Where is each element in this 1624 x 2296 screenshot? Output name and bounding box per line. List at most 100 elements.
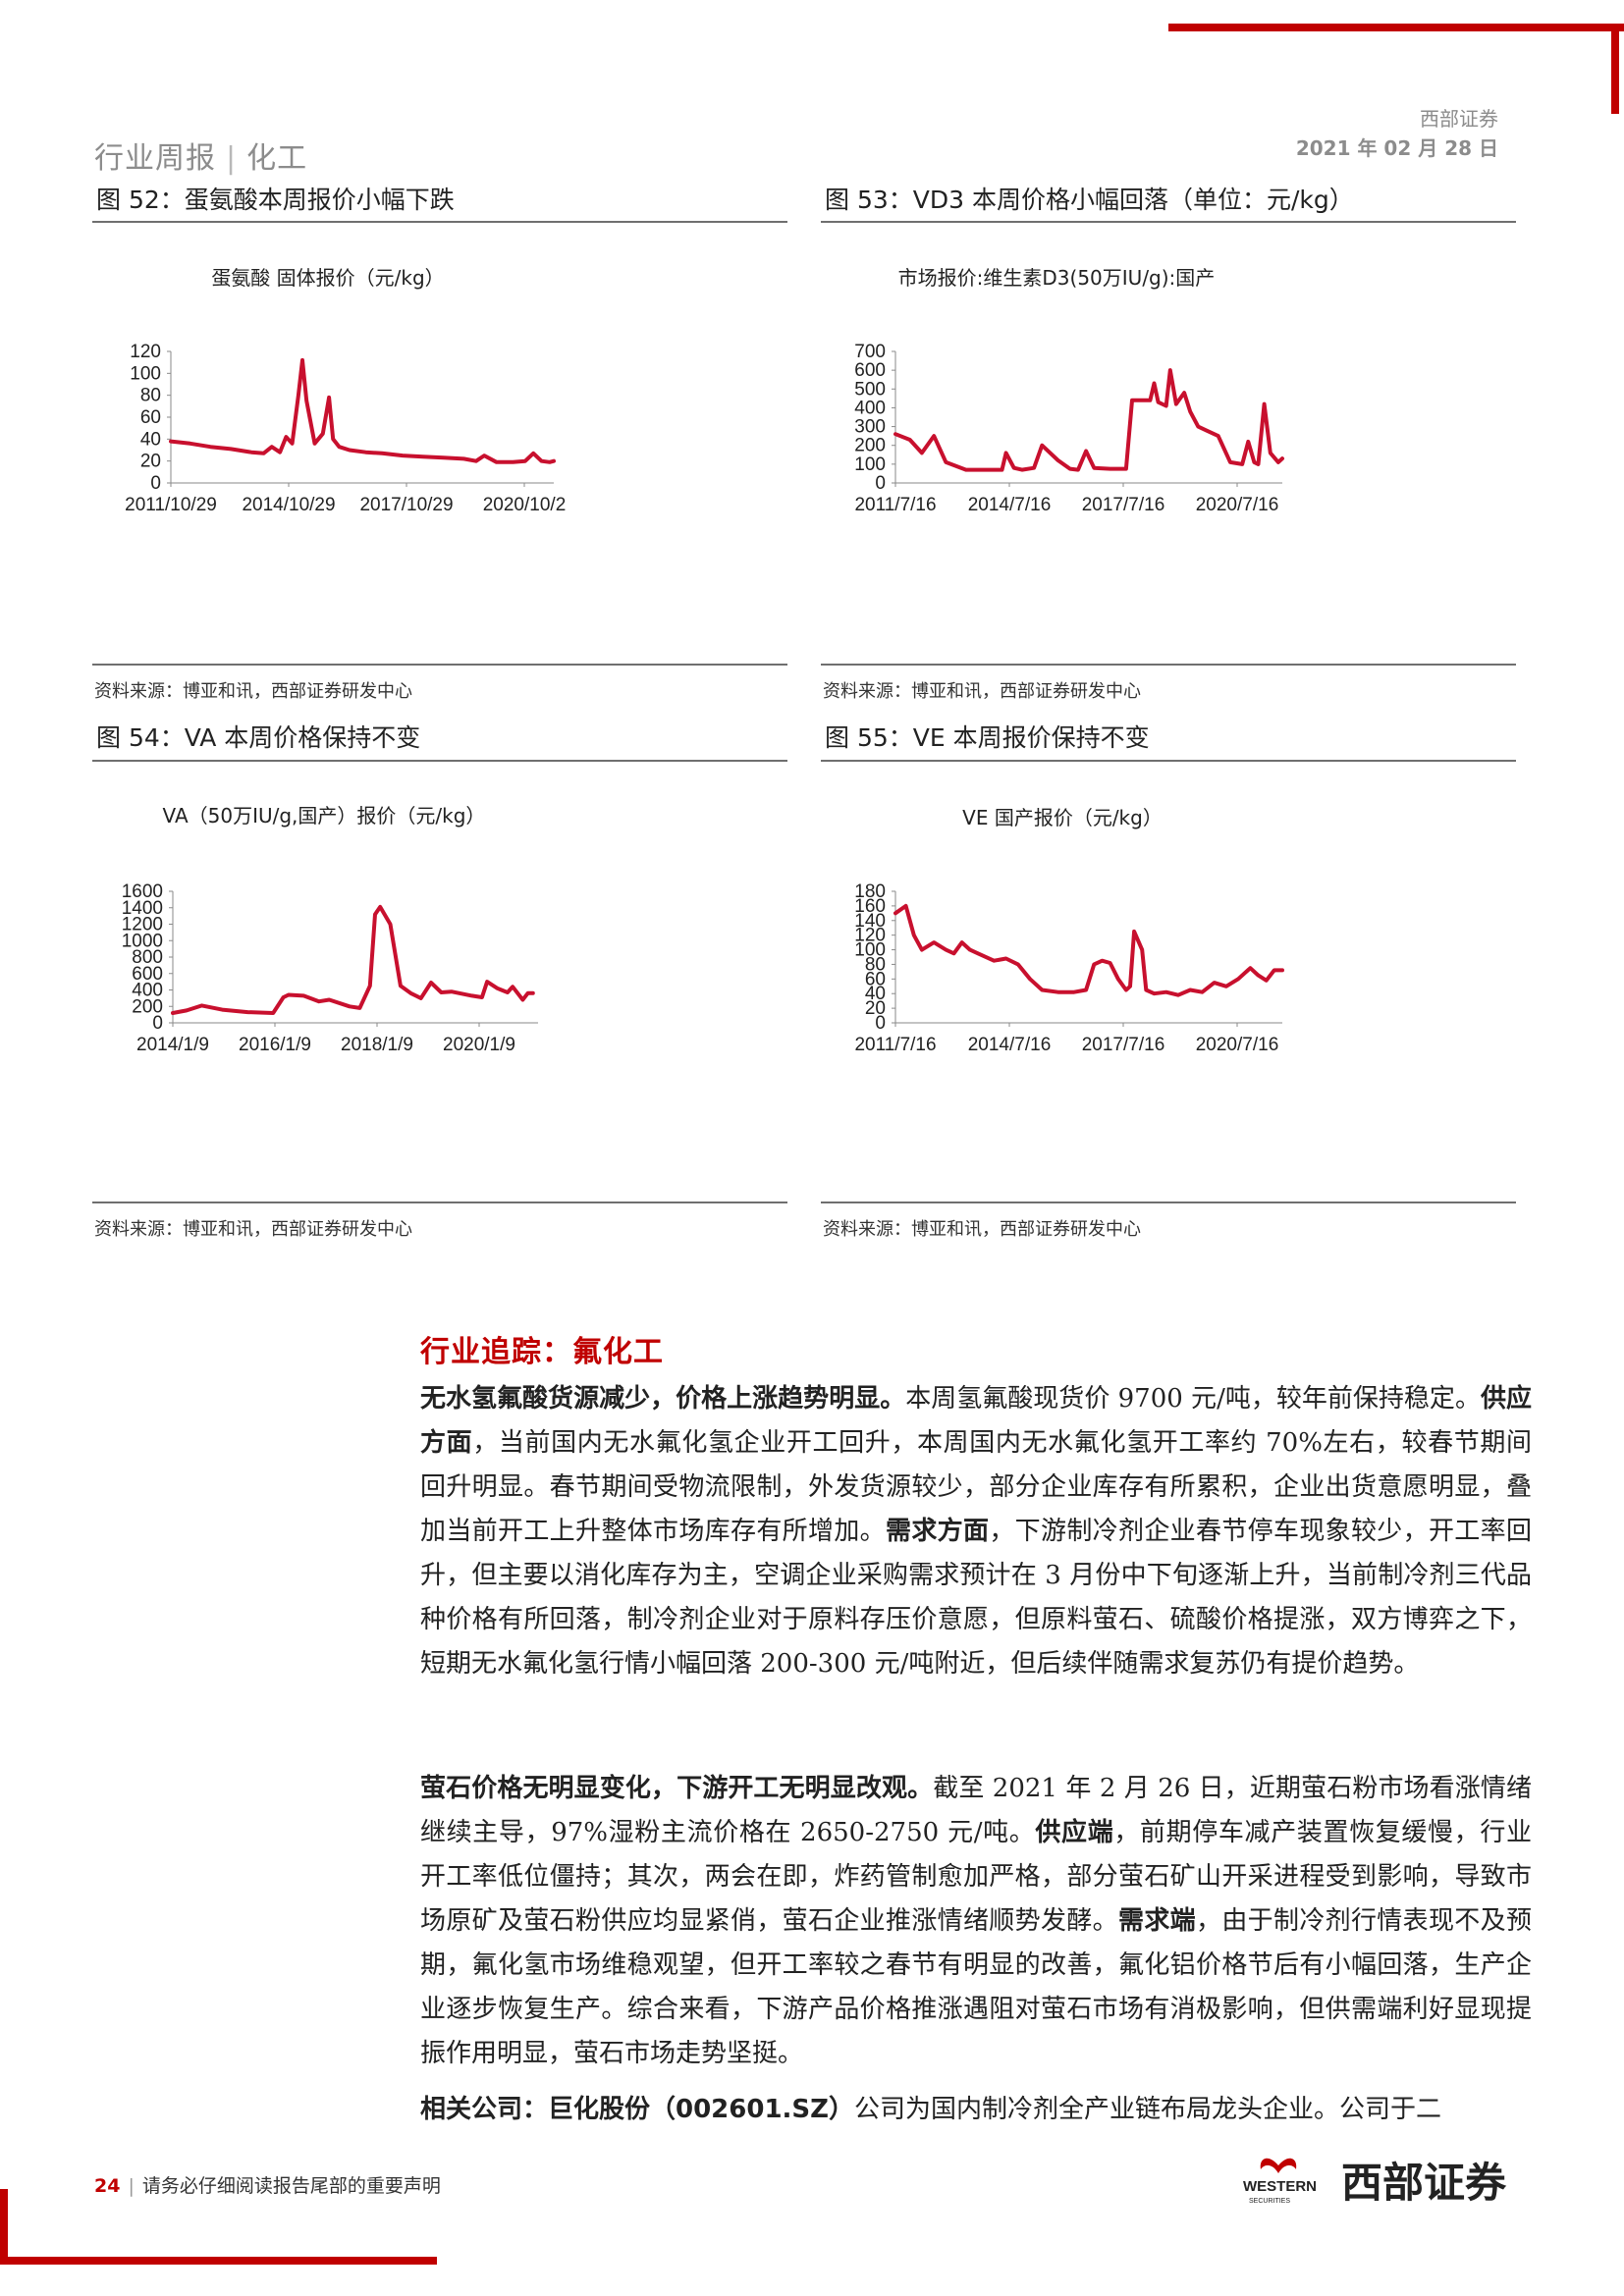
x-tick-label: 2020/10/2: [483, 495, 567, 515]
logo-graphic: WESTERN SECURITIES 西部证券: [1243, 2158, 1507, 2207]
figure-53-top-rule: [821, 221, 1516, 223]
x-tick-label: 2011/7/16: [854, 1035, 936, 1055]
y-tick-label: 140: [854, 911, 886, 932]
series-line: [893, 903, 1284, 997]
report-section-label: 行业周报 | 化工: [94, 133, 307, 177]
figure-54-caption: 图 54：VA 本周价格保持不变: [96, 723, 421, 752]
y-tick-label: 100: [854, 454, 886, 475]
figure-55-bottom-rule: [821, 1201, 1516, 1203]
y-tick-label: 40: [140, 429, 161, 450]
p1-s1: 截至 2021 年 2 月 26 日，近期萤石粉市场看涨情绪继续主导，97%湿粉…: [420, 1774, 1532, 1847]
paragraph-fluorite: 萤石价格无明显变化，下游开工无明显改观。截至 2021 年 2 月 26 日，近…: [420, 1767, 1532, 2076]
y-tick-label: 120: [130, 342, 161, 362]
p1-s5: ，由于制冷剂行情表现不及预期，氟化氢市场维稳观望，但开工率较之春节有明显的改善，…: [420, 1906, 1532, 2068]
p0-s5: ，下游制冷剂企业春节停车现象较少，开工率回升，但主要以消化库存为主，空调企业采购…: [420, 1517, 1532, 1679]
p0-s1: 本周氢氟酸现货价 9700 元/吨，较年前保持稳定。: [905, 1384, 1481, 1414]
footer-notice: 请务必仔细阅读报告尾部的重要声明: [141, 2175, 441, 2197]
figure-55-caption: 图 55：VE 本周报价保持不变: [825, 723, 1150, 752]
section-title: 行业追踪：氟化工: [420, 1335, 664, 1369]
top-right-rule-h: [1168, 24, 1624, 31]
y-tick-label: 800: [132, 947, 163, 968]
x-tick-label: 2011/10/29: [125, 495, 217, 515]
header-date: 2021 年 02 月 28 日: [1295, 136, 1498, 160]
y-tick-label: 600: [132, 964, 163, 985]
y-tick-label: 60: [140, 407, 161, 428]
y-tick-label: 200: [854, 436, 886, 456]
p2-s1: 公司为国内制冷剂全产业链布局龙头企业。公司于二: [854, 2095, 1442, 2124]
p0-s2: 供应方面: [420, 1384, 1532, 1458]
figure-54-source: 资料来源：博亚和讯，西部证券研发中心: [94, 1219, 412, 1240]
y-tick-label: 0: [150, 473, 161, 494]
p1-s0: 萤石价格无明显变化，下游开工无明显改观。: [420, 1774, 934, 1803]
paragraph-companies: 相关公司：巨化股份（002601.SZ）公司为国内制冷剂全产业链布局龙头企业。公…: [420, 2088, 1532, 2132]
x-tick-label: 2020/7/16: [1196, 1035, 1279, 1055]
report-industry: 化工: [246, 141, 308, 176]
bottom-left-rule-v: [0, 2189, 8, 2265]
figure-54-top-rule: [92, 760, 787, 762]
y-tick-label: 80: [865, 954, 886, 975]
figure-53-source: 资料来源：博亚和讯，西部证券研发中心: [823, 681, 1141, 702]
y-tick-label: 600: [854, 360, 886, 381]
x-tick-label: 2014/10/29: [242, 495, 335, 515]
y-tick-label: 100: [854, 940, 886, 961]
x-tick-label: 2020/7/16: [1196, 495, 1279, 515]
y-tick-label: 20: [140, 452, 161, 472]
y-tick-label: 700: [854, 342, 886, 362]
x-tick-label: 2016/1/9: [239, 1035, 311, 1055]
figure-53-chart: 市场报价:维生素D3(50万IU/g):国产 010020030040050060…: [854, 266, 1284, 515]
y-tick-label: 300: [854, 417, 886, 438]
chart-title: VA（50万IU/g,国产）报价（元/kg）: [163, 804, 486, 828]
header-separator: |: [226, 141, 238, 176]
x-tick-label: 2014/7/16: [968, 495, 1052, 515]
figure-52-bottom-rule: [92, 664, 787, 666]
y-tick-label: 120: [854, 926, 886, 946]
y-tick-label: 1200: [122, 915, 163, 935]
chart-title: VE 国产报价（元/kg）: [962, 806, 1163, 829]
figure-52-caption: 图 52：蛋氨酸本周报价小幅下跌: [96, 186, 455, 214]
report-type: 行业周报: [94, 141, 216, 176]
logo-en: WESTERN: [1243, 2178, 1317, 2195]
y-tick-label: 1600: [122, 881, 163, 902]
company-logo: WESTERN SECURITIES 西部证券: [1239, 2148, 1534, 2216]
x-tick-label: 2011/7/16: [854, 495, 936, 515]
y-tick-label: 500: [854, 379, 886, 400]
plot-area-2: VA（50万IU/g,国产）报价（元/kg）020040060080010001…: [122, 804, 538, 1055]
figure-53-bottom-rule: [821, 664, 1516, 666]
plot-area-1: 市场报价:维生素D3(50万IU/g):国产 010020030040050060…: [854, 266, 1284, 515]
footer-separator: |: [128, 2175, 135, 2197]
y-tick-label: 100: [130, 363, 161, 384]
bottom-left-rule-h: [0, 2257, 437, 2265]
series-line: [169, 357, 556, 464]
y-tick-label: 0: [152, 1013, 163, 1034]
chart-group-2: VA（50万IU/g,国产）报价（元/kg）020040060080010001…: [122, 804, 538, 1055]
x-tick-label: 2017/7/16: [1082, 1035, 1165, 1055]
figure-52-source: 资料来源：博亚和讯，西部证券研发中心: [94, 681, 412, 702]
y-tick-label: 200: [132, 996, 163, 1017]
y-tick-label: 0: [875, 473, 886, 494]
logo-en-sub: SECURITIES: [1249, 2198, 1290, 2205]
y-tick-label: 180: [854, 881, 886, 902]
p0-s4: 需求方面: [885, 1517, 990, 1546]
y-tick-label: 60: [865, 969, 886, 989]
figure-55-source: 资料来源：博亚和讯，西部证券研发中心: [823, 1219, 1141, 1240]
x-tick-label: 2014/7/16: [968, 1035, 1052, 1055]
series-line: [893, 368, 1284, 472]
paragraph-hf: 无水氢氟酸货源减少，价格上涨趋势明显。本周氢氟酸现货价 9700 元/吨，较年前…: [420, 1377, 1532, 1686]
logo-cn: 西部证券: [1341, 2159, 1507, 2207]
footer-disclaimer: 24 | 请务必仔细阅读报告尾部的重要声明: [94, 2171, 441, 2198]
chart-group-1: 市场报价:维生素D3(50万IU/g):国产 010020030040050060…: [854, 266, 1284, 515]
figure-54-chart: VA（50万IU/g,国产）报价（元/kg）020040060080010001…: [122, 804, 538, 1055]
header-meta: 西部证券 2021 年 02 月 28 日: [1296, 104, 1498, 163]
p2-s0: 相关公司：巨化股份（002601.SZ）: [420, 2095, 855, 2124]
logo-horns-icon: [1260, 2158, 1297, 2173]
figure-53-caption: 图 53：VD3 本周价格小幅回落（单位：元/kg）: [825, 186, 1354, 214]
y-tick-label: 1000: [122, 931, 163, 951]
y-tick-label: 80: [140, 386, 161, 406]
x-tick-label: 2017/10/29: [359, 495, 453, 515]
